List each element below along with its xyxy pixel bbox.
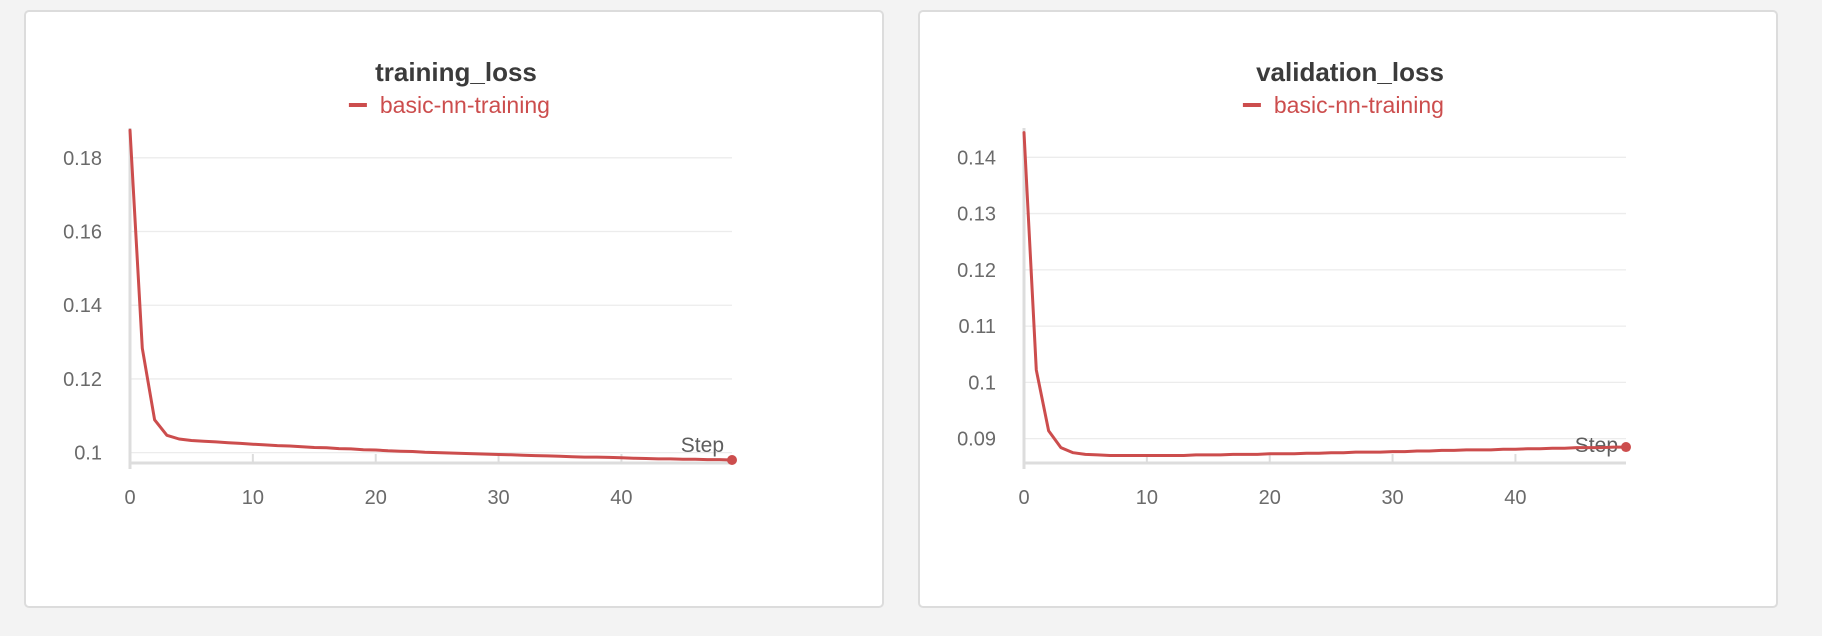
x-tick-label: 20 — [365, 487, 387, 509]
y-tick-label: 0.16 — [63, 222, 102, 244]
y-tick-label: 0.12 — [63, 369, 102, 391]
x-tick-label: 40 — [1504, 487, 1526, 509]
x-tick-label: 30 — [1381, 487, 1403, 509]
x-tick-label: 0 — [124, 487, 135, 509]
y-tick-label: 0.14 — [957, 147, 996, 169]
x-tick-label: 10 — [242, 487, 264, 509]
y-tick-label: 0.09 — [957, 429, 996, 451]
series-line-basic-nn-training — [128, 128, 734, 462]
y-tick-label: 0.12 — [957, 260, 996, 282]
y-tick-label: 0.13 — [957, 204, 996, 226]
series-endpoint-marker — [1621, 442, 1631, 453]
x-axis-label: Step — [1575, 434, 1618, 457]
y-tick-label: 0.14 — [63, 295, 102, 317]
x-tick-label: 0 — [1018, 487, 1029, 509]
chart-title: training_loss — [375, 57, 537, 87]
legend-label: basic-nn-training — [1274, 92, 1444, 118]
training-loss-chart: training_loss basic-nn-training 0.1 0.12 0.1… — [63, 57, 737, 509]
x-axis-label: Step — [681, 434, 724, 457]
x-tick-label: 20 — [1259, 487, 1281, 509]
validation-loss-panel: validation_loss basic-nn-training 0.09 0.1 0… — [918, 10, 1778, 608]
chart-title: validation_loss — [1256, 57, 1444, 87]
validation-loss-chart: validation_loss basic-nn-training 0.09 0.1 0… — [957, 57, 1631, 509]
x-tick-label: 30 — [487, 487, 509, 509]
series-endpoint-marker — [727, 455, 737, 465]
series-line-basic-nn-training — [1022, 131, 1628, 457]
training-loss-panel: training_loss basic-nn-training 0.1 0.12 0.1… — [24, 10, 884, 608]
y-tick-label: 0.18 — [63, 148, 102, 170]
legend-label: basic-nn-training — [380, 92, 550, 118]
y-tick-label: 0.1 — [74, 443, 102, 465]
x-tick-label: 10 — [1136, 487, 1158, 509]
y-tick-label: 0.11 — [959, 316, 996, 338]
x-tick-label: 40 — [610, 487, 632, 509]
y-tick-label: 0.1 — [968, 372, 996, 394]
